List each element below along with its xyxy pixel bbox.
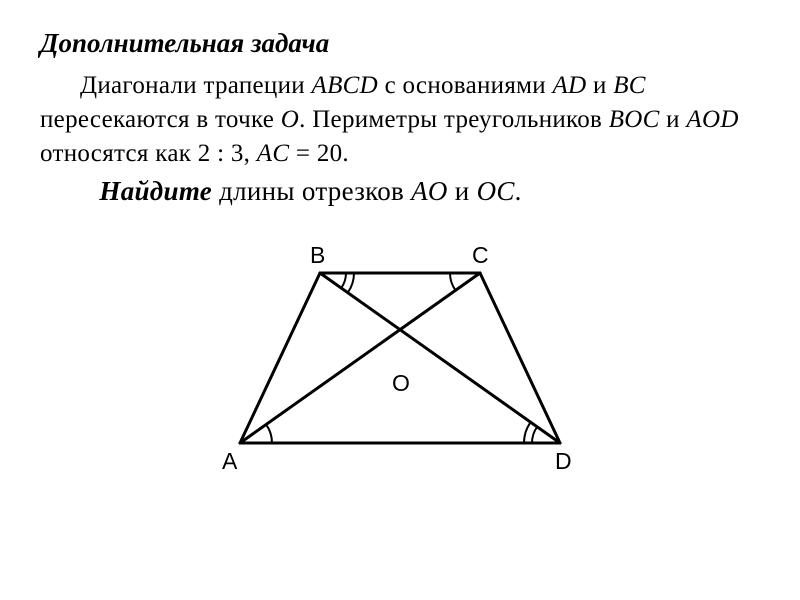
text-fragment: и: [660, 106, 687, 133]
var-aod: AOD: [686, 106, 738, 133]
text-fragment: .: [515, 176, 522, 206]
var-oc: OC: [477, 176, 515, 206]
text-fragment: длины отрезков: [212, 176, 411, 206]
vertex-label-b: B: [310, 242, 325, 268]
var-abcd: ABCD: [312, 72, 378, 99]
text-fragment: и: [586, 72, 613, 99]
text-fragment: относятся как 2 : 3,: [40, 140, 257, 167]
vertex-label-d: D: [555, 448, 572, 474]
vertex-label-c: C: [472, 242, 489, 268]
vertex-label-o: O: [392, 370, 410, 396]
var-o: O: [281, 106, 299, 133]
text-fragment: Диагонали трапеции: [80, 72, 312, 99]
vertex-label-a: A: [222, 448, 238, 474]
var-ad: AD: [553, 72, 587, 99]
task-line: Найдите длины отрезков AO и OC.: [40, 176, 760, 207]
text-fragment: . Периметры треугольников: [299, 106, 609, 133]
figure-container: A B C D O: [40, 233, 760, 483]
var-bc: BC: [613, 72, 646, 99]
var-ao: AO: [411, 176, 448, 206]
var-boc: BOC: [609, 106, 660, 133]
task-lead: Найдите: [99, 176, 212, 206]
var-ac: AC: [257, 140, 290, 167]
text-fragment: с основаниями: [378, 72, 552, 99]
trapezoid-diagram: A B C D O: [210, 233, 590, 483]
problem-heading: Дополнительная задача: [40, 28, 760, 59]
text-fragment: пересекаются в точке: [40, 106, 281, 133]
text-fragment: и: [448, 176, 477, 206]
text-fragment: = 20.: [289, 140, 349, 167]
problem-statement: Диагонали трапеции ABCD с основаниями AD…: [40, 69, 760, 170]
